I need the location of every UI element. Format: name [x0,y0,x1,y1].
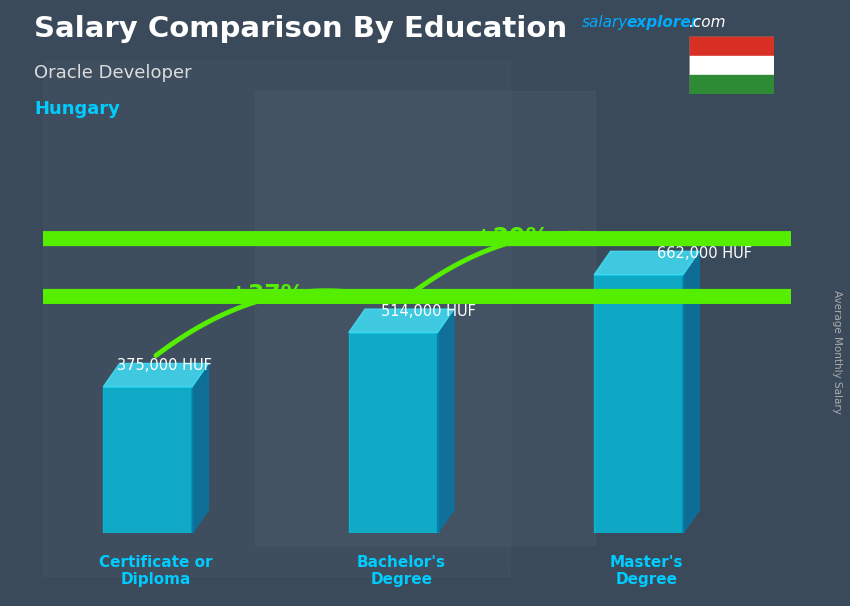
Polygon shape [348,309,454,333]
Text: salary: salary [582,15,628,30]
Bar [104,387,192,533]
Text: Oracle Developer: Oracle Developer [34,64,191,82]
Text: 662,000 HUF: 662,000 HUF [657,246,752,261]
Bar [594,275,683,533]
Polygon shape [0,290,850,303]
Polygon shape [104,364,208,387]
Polygon shape [192,364,208,533]
Polygon shape [594,251,700,275]
Text: +29%: +29% [473,226,550,250]
Bar [688,36,774,56]
Text: 375,000 HUF: 375,000 HUF [117,358,212,373]
Text: Average Monthly Salary: Average Monthly Salary [832,290,842,413]
Text: Certificate or
Diploma: Certificate or Diploma [99,554,212,587]
Bar [688,56,774,75]
Text: Hungary: Hungary [34,100,120,118]
Bar [688,75,774,94]
Text: +37%: +37% [228,283,304,307]
Polygon shape [438,309,454,533]
Text: Bachelor's
Degree: Bachelor's Degree [357,554,445,587]
Bar [255,91,595,545]
Polygon shape [0,231,850,245]
Text: .com: .com [688,15,725,30]
Bar [42,61,510,576]
Text: explorer: explorer [626,15,699,30]
Polygon shape [683,251,700,533]
Text: 514,000 HUF: 514,000 HUF [382,304,476,319]
Text: Salary Comparison By Education: Salary Comparison By Education [34,15,567,43]
Text: Master's
Degree: Master's Degree [610,554,683,587]
Bar [348,333,438,533]
